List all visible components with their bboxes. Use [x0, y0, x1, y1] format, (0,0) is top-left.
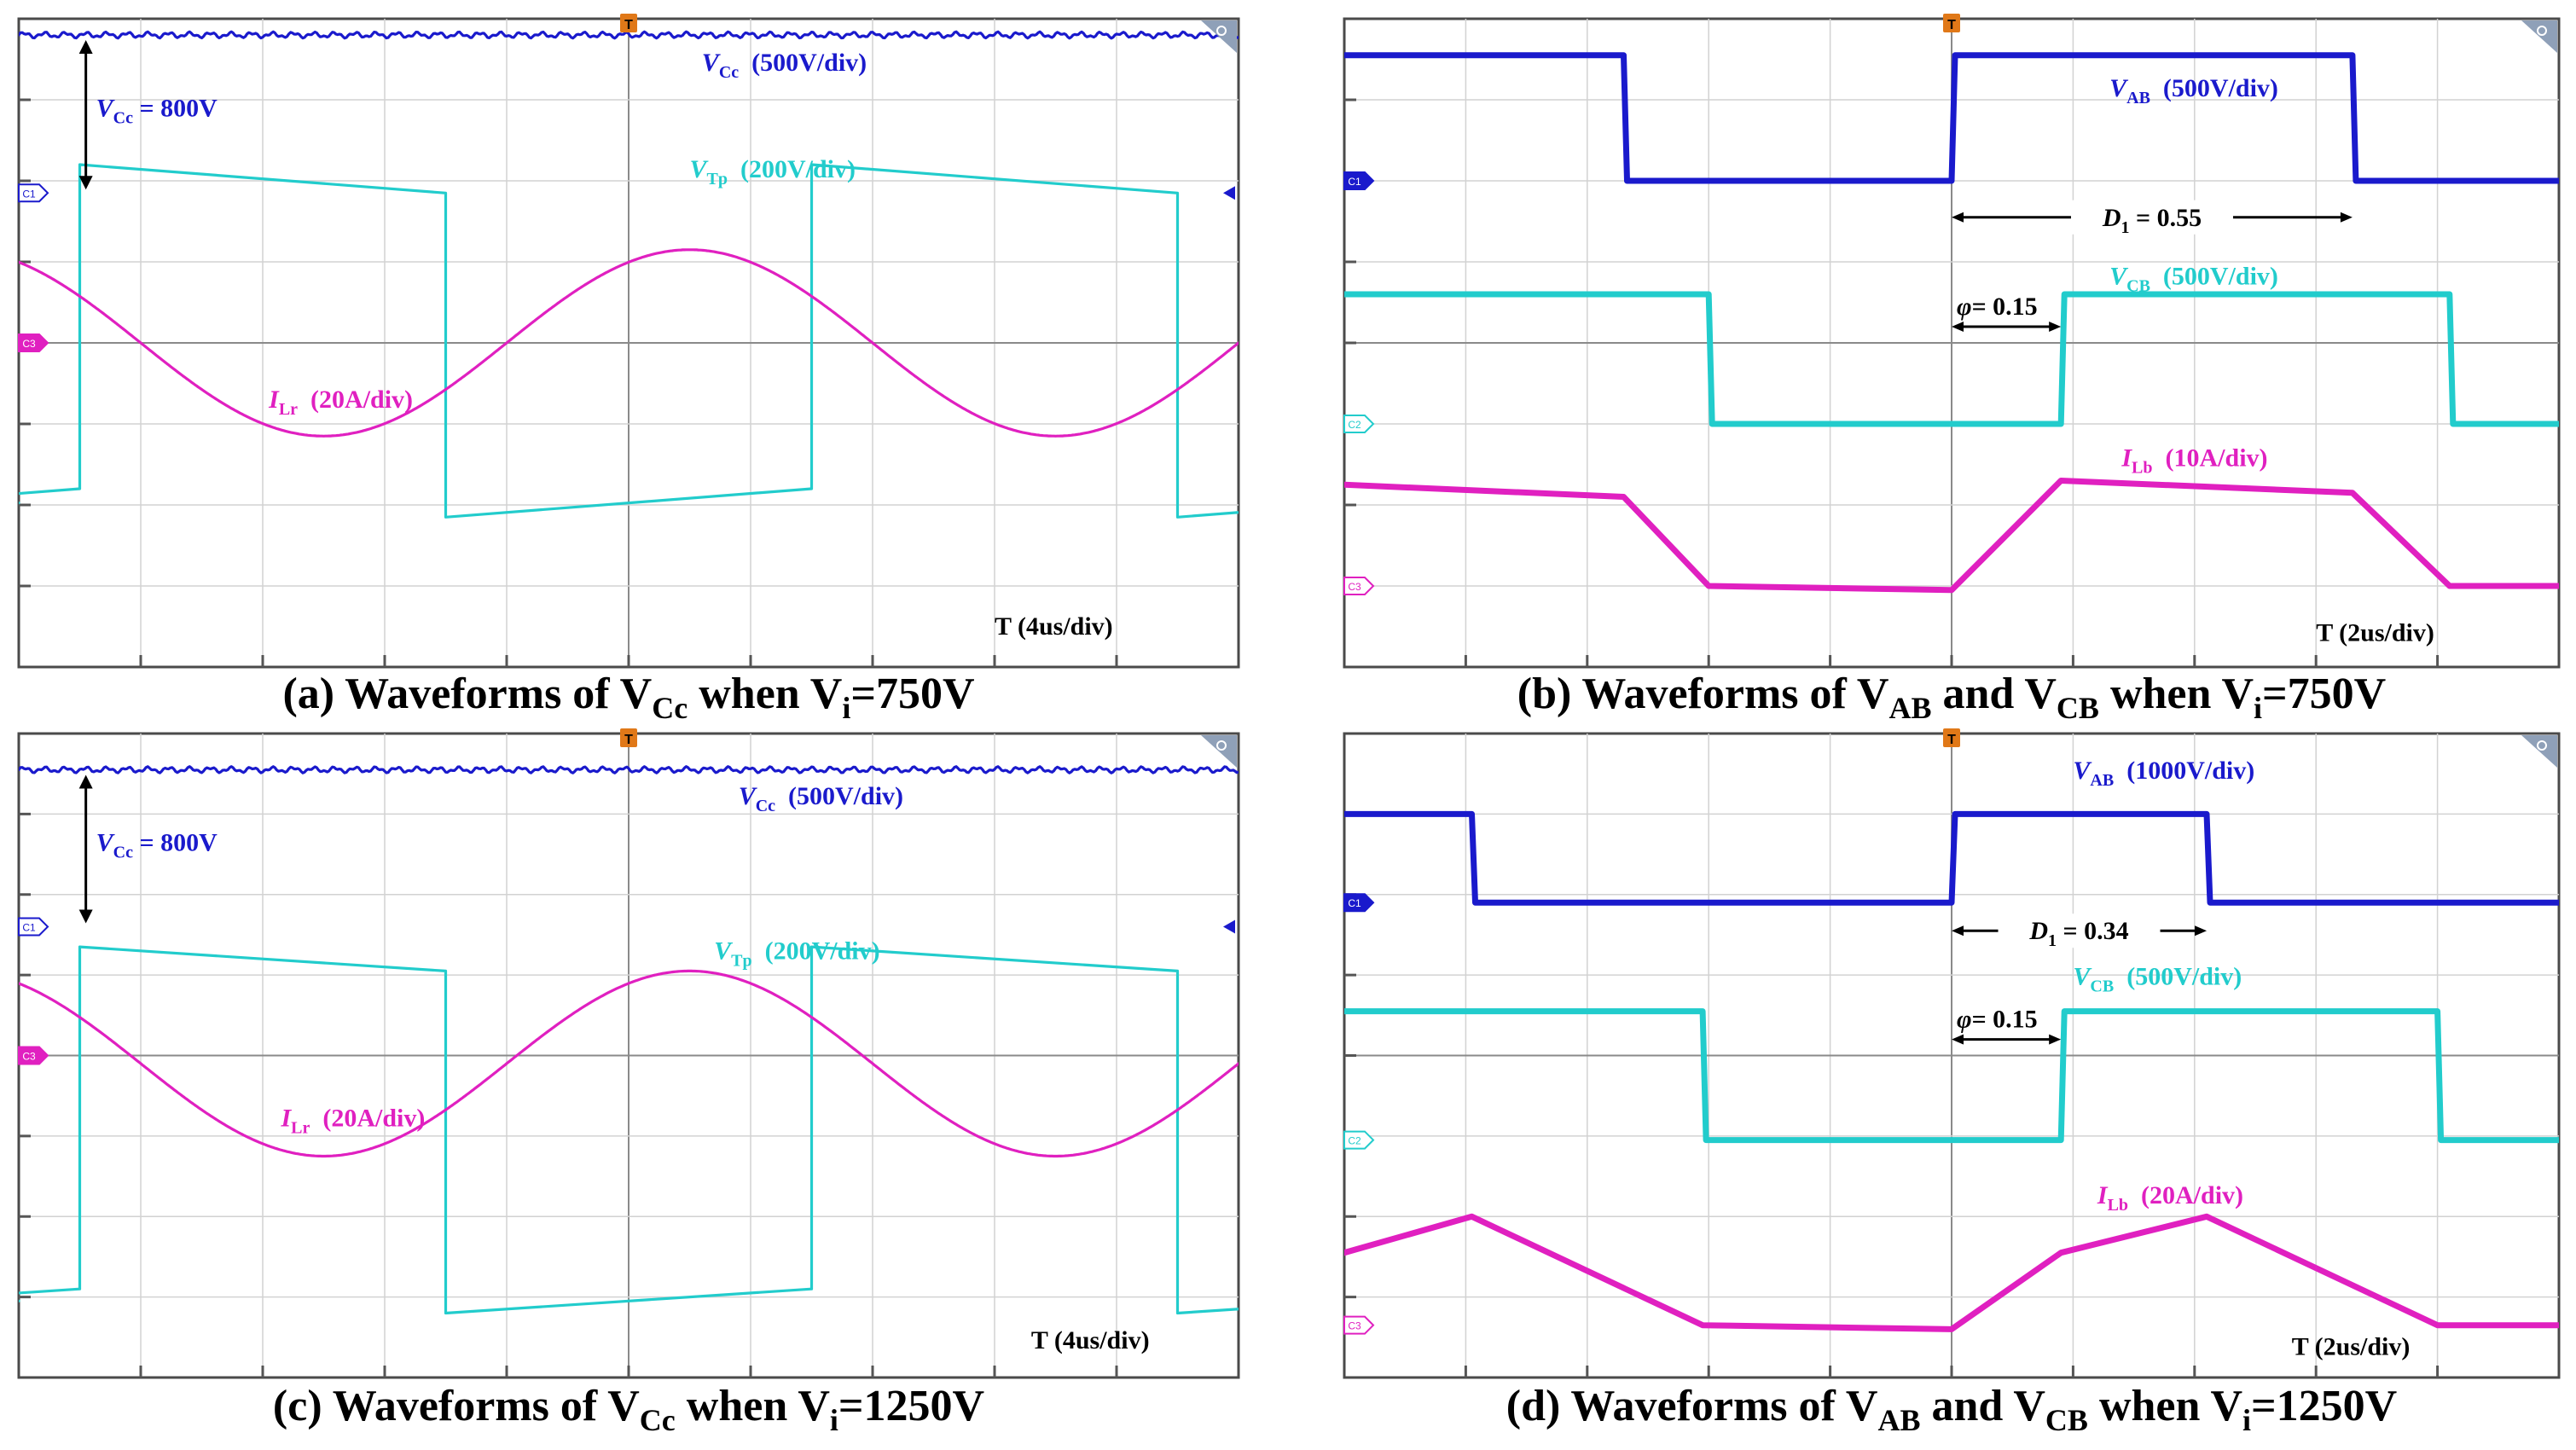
- trigger-marker-icon: T: [1943, 14, 1960, 32]
- series-label-lr: ILr (20A/div): [268, 386, 413, 419]
- channel-marker-label: C2: [1348, 1135, 1361, 1147]
- channel-marker-icon: C3: [1343, 1315, 1375, 1335]
- series-trace-lb: [1344, 1213, 2559, 1332]
- series-trace-lb: [1344, 478, 2559, 594]
- channel-marker-label: C1: [1348, 897, 1361, 909]
- channel-marker-icon: C3: [18, 1046, 49, 1065]
- series-label-tp: VTp (200V/div): [714, 937, 879, 970]
- channel-marker-label: C3: [1348, 1320, 1361, 1332]
- series-label-tp: VTp (200V/div): [690, 155, 856, 188]
- channel-marker-icon: C3: [1343, 577, 1375, 595]
- series-trace-cc: [19, 30, 1239, 40]
- time-scale-label: T (2us/div): [2316, 619, 2434, 647]
- annotation-vcc: VCc = 800V: [96, 828, 218, 861]
- channel-marker-label: C2: [1348, 419, 1361, 431]
- trigger-marker-icon: T: [1943, 728, 1960, 747]
- trigger-label: T: [624, 18, 633, 32]
- zoom-corner-icon: [2521, 735, 2557, 768]
- duty-span-arrow: [1952, 914, 2208, 948]
- annotation-vcc: VCc = 800V: [96, 95, 218, 128]
- trace-group: [19, 30, 1239, 519]
- annotation-phase: φ= 0.15: [1957, 1006, 2038, 1034]
- scope-panel-a: T C1 C3 VCc (500V/div) VTp (200V/div) ILr (20…: [17, 14, 1240, 669]
- channel-marker-icon: C1: [18, 183, 49, 203]
- series-label-lr: ILr (20A/div): [280, 1105, 425, 1138]
- trigger-marker-icon: T: [620, 14, 637, 32]
- channel-marker-icon: C1: [1343, 893, 1375, 913]
- series-trace-lr: [19, 969, 1239, 1158]
- channel-marker-label: C1: [22, 188, 36, 200]
- series-trace-cb: [1344, 1008, 2559, 1144]
- phase-span-arrow: [1952, 322, 2062, 332]
- panel-caption: (c) Waveforms of VCc when Vi=1250V: [273, 1382, 984, 1437]
- time-scale-label: T (4us/div): [1031, 1326, 1150, 1354]
- series-label-lb: ILb (10A/div): [2121, 444, 2267, 477]
- annotation-phase: φ= 0.15: [1957, 293, 2038, 321]
- trigger-label: T: [624, 733, 633, 747]
- series-label-cb: VCB (500V/div): [2109, 263, 2278, 296]
- trace-group: [19, 765, 1239, 1315]
- series-trace-ab: [1344, 52, 2559, 184]
- panel-caption: (d) Waveforms of VAB and VCB when Vi=125…: [1506, 1382, 2397, 1437]
- channel-marker-icon: C2: [1343, 1130, 1375, 1150]
- trigger-marker-icon: T: [620, 728, 637, 747]
- panel-caption: (a) Waveforms of VCc when Vi=750V: [282, 670, 974, 725]
- scope-panel-d: T C1 C2 C3 VAB (1000V/div) VCB (500V/div) ILb …: [1343, 728, 2561, 1379]
- duty-span-arrow: [1952, 200, 2353, 235]
- trace-group: [1344, 810, 2559, 1332]
- time-scale-label: T (2us/div): [2292, 1333, 2411, 1361]
- series-trace-tp: [19, 945, 1239, 1315]
- annotation-duty: D1 = 0.34: [2028, 917, 2128, 950]
- scope-panel-c: T C1 C3 VCc (500V/div) VTp (200V/div) ILr (20…: [17, 728, 1240, 1379]
- series-label-cc: VCc (500V/div): [739, 782, 903, 815]
- scope-panel-b: T C1 C2 C3 VAB (500V/div) VCB (500V/div) ILb (…: [1343, 14, 2561, 669]
- series-trace-tp: [19, 163, 1239, 519]
- time-scale-label: T (4us/div): [995, 612, 1113, 641]
- channel-marker-icon: C1: [18, 917, 49, 937]
- channel-marker-icon: C3: [18, 334, 49, 352]
- channel-marker-icon: C1: [1343, 171, 1375, 190]
- trace-group: [1344, 52, 2559, 594]
- series-trace-lr: [19, 248, 1239, 438]
- series-label-ab: VAB (500V/div): [2109, 74, 2278, 107]
- panel-caption: (b) Waveforms of VAB and VCB when Vi=750…: [1517, 670, 2386, 725]
- zoom-corner-icon: [1201, 20, 1237, 53]
- series-trace-cb: [1344, 291, 2559, 427]
- series-label-cc: VCc (500V/div): [702, 49, 867, 82]
- channel-marker-icon: C2: [1343, 415, 1375, 433]
- trigger-label: T: [1947, 18, 1956, 32]
- vcc-dimension-arrow: [78, 40, 93, 190]
- series-trace-cc: [19, 765, 1239, 774]
- series-trace-ab: [1344, 810, 2559, 906]
- channel-marker-label: C3: [1348, 581, 1361, 593]
- channel-marker-label: C1: [22, 922, 36, 934]
- series-label-cb: VCB (500V/div): [2073, 962, 2242, 995]
- zoom-corner-icon: [2521, 20, 2557, 53]
- trigger-label: T: [1947, 733, 1956, 747]
- series-label-ab: VAB (1000V/div): [2073, 757, 2254, 790]
- offset-arrow-icon: [1223, 919, 1235, 934]
- channel-marker-label: C3: [22, 338, 36, 350]
- phase-span-arrow: [1952, 1034, 2062, 1045]
- vcc-dimension-arrow: [78, 774, 93, 924]
- series-label-lb: ILb (20A/div): [2097, 1181, 2243, 1215]
- offset-arrow-icon: [1223, 186, 1235, 200]
- channel-marker-label: C1: [1348, 176, 1361, 188]
- channel-marker-label: C3: [22, 1051, 36, 1063]
- annotation-duty: D1 = 0.55: [2102, 204, 2202, 237]
- zoom-corner-icon: [1201, 735, 1237, 768]
